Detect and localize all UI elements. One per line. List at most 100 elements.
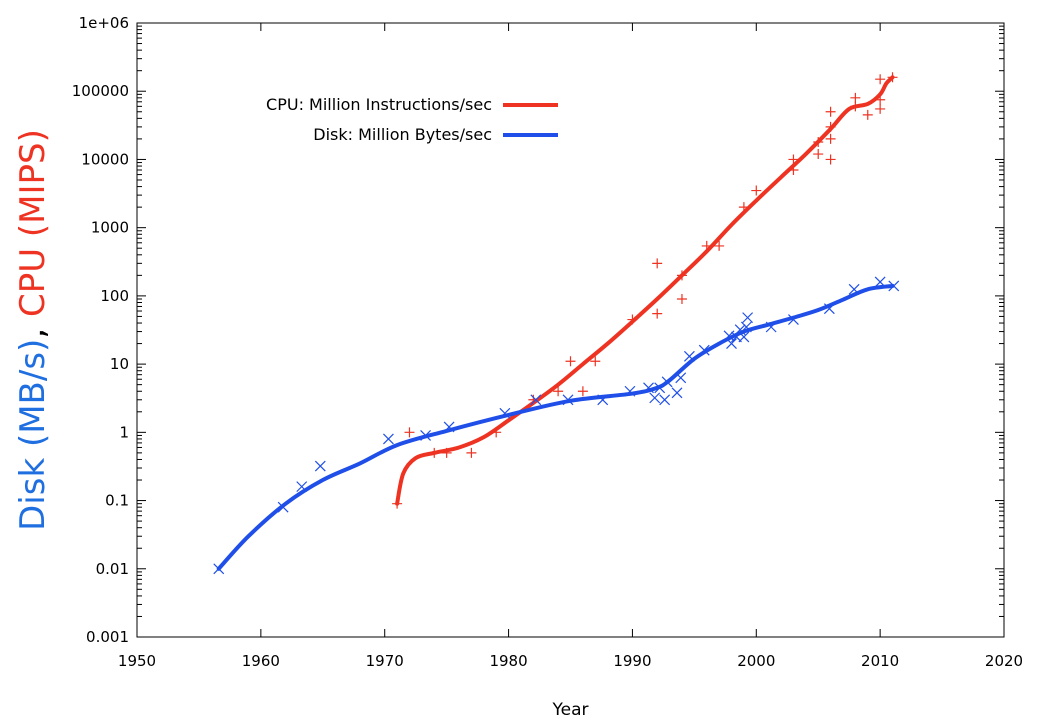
disk-series [213,276,900,575]
cpu-data-point [627,314,638,325]
cpu-data-point [875,103,886,114]
disk-data-point [734,324,746,336]
y-tick-label: 1 [119,423,129,441]
disk-data-point [659,394,671,406]
disk-data-point [277,501,289,513]
disk-data-point [823,303,835,315]
x-tick-label: 1950 [118,652,156,670]
y-tick-label: 100 [100,287,129,305]
cpu-data-point [676,294,687,305]
x-tick-label: 2010 [861,652,899,670]
legend: CPU: Million Instructions/sec Disk: Milli… [266,95,558,144]
disk-data-point [443,421,455,433]
cpu-data-point [553,386,564,397]
x-tick-label: 1980 [489,652,527,670]
x-axis-ticks: 1950 1960 1970 1980 1990 2000 2010 2020 [118,23,1023,670]
disk-data-point [698,344,710,356]
cpu-data-point [825,133,836,144]
series-layer [213,72,900,575]
disk-data-point [848,283,860,295]
cpu-data-point [652,258,663,269]
y-tick-label: 0.001 [86,628,129,646]
y-axis-title-part: , [13,317,53,339]
y-tick-label: 1000 [91,219,129,237]
cpu-data-point [404,427,415,438]
cpu-data-point [466,447,477,458]
y-axis-title-part: CPU (MIPS) [13,129,53,317]
disk-data-point [874,276,886,288]
disk-data-point [499,407,511,419]
disk-data-point [597,394,609,406]
y-axis-title-part: Disk (MB/s) [13,339,53,531]
disk-trend-line [216,283,895,571]
cpu-legend-label: CPU: Million Instructions/sec [266,95,492,114]
cpu-data-point [875,74,886,85]
x-tick-label: 2020 [985,652,1023,670]
disk-data-point [420,430,432,441]
disk-data-point [562,394,574,406]
disk-data-point [649,392,661,404]
disk-legend-label: Disk: Million Bytes/sec [313,125,492,144]
cpu-data-point [676,270,687,281]
cpu-data-point [441,447,452,458]
disk-data-point [675,372,687,384]
cpu-data-point [392,498,403,509]
disk-data-point [383,433,394,445]
plot-frame [136,22,1005,638]
cpu-data-point [491,427,502,438]
disk-data-point [740,321,752,333]
disk-data-point [661,376,673,388]
disk-data-point [643,382,654,394]
cpu-data-point [528,394,539,405]
disk-data-point [765,321,777,333]
disk-data-point [742,312,754,324]
x-tick-label: 2000 [737,652,775,670]
disk-data-point [888,280,900,292]
disk-data-point [296,481,308,493]
y-axis-ticks: 0.001 0.01 0.1 1 10 100 1000 10000 100000 1e+06 [72,14,1004,646]
cpu-data-point [652,308,663,319]
cpu-data-point [738,202,749,213]
cpu-data-point [862,109,873,120]
disk-data-point [671,387,683,399]
disk-data-point [654,382,666,394]
x-axis-title: Year [552,700,589,720]
x-tick-label: 1990 [613,652,651,670]
disk-data-point [788,314,799,325]
cpu-data-point [887,72,898,83]
y-axis-title: Disk (MB/s), CPU (MIPS) [13,129,53,531]
cpu-data-point [429,447,440,458]
cpu-data-point [825,154,836,165]
cpu-data-point [813,137,824,148]
cpu-trend-line [395,75,895,506]
y-tick-label: 0.01 [96,560,129,578]
disk-data-point [213,563,225,575]
cpu-data-point [825,121,836,132]
cpu-data-point [788,154,799,165]
disk-data-point [624,385,636,397]
disk-data-point [738,331,750,343]
y-tick-label: 0.1 [105,492,129,510]
x-tick-label: 1960 [242,652,280,670]
cpu-data-point [565,356,576,367]
disk-data-point [314,460,326,472]
cpu-data-point [714,240,725,251]
cpu-data-point [577,386,588,397]
x-tick-label: 1970 [366,652,404,670]
y-tick-label: 100000 [72,82,129,100]
cpu-data-point [825,106,836,117]
cpu-data-point [788,165,799,176]
cpu-data-point [813,149,824,160]
cpu-data-point [590,356,601,367]
disk-data-point [530,394,542,406]
disk-data-point [726,338,737,349]
cpu-data-point [751,185,762,196]
disk-data-point [683,350,695,362]
y-tick-label: 10 [110,355,129,373]
y-tick-label: 10000 [81,150,129,168]
cpu-data-point [850,92,861,103]
cpu-data-point [875,94,886,105]
cpu-series [392,72,898,509]
cpu-data-point [701,240,712,251]
